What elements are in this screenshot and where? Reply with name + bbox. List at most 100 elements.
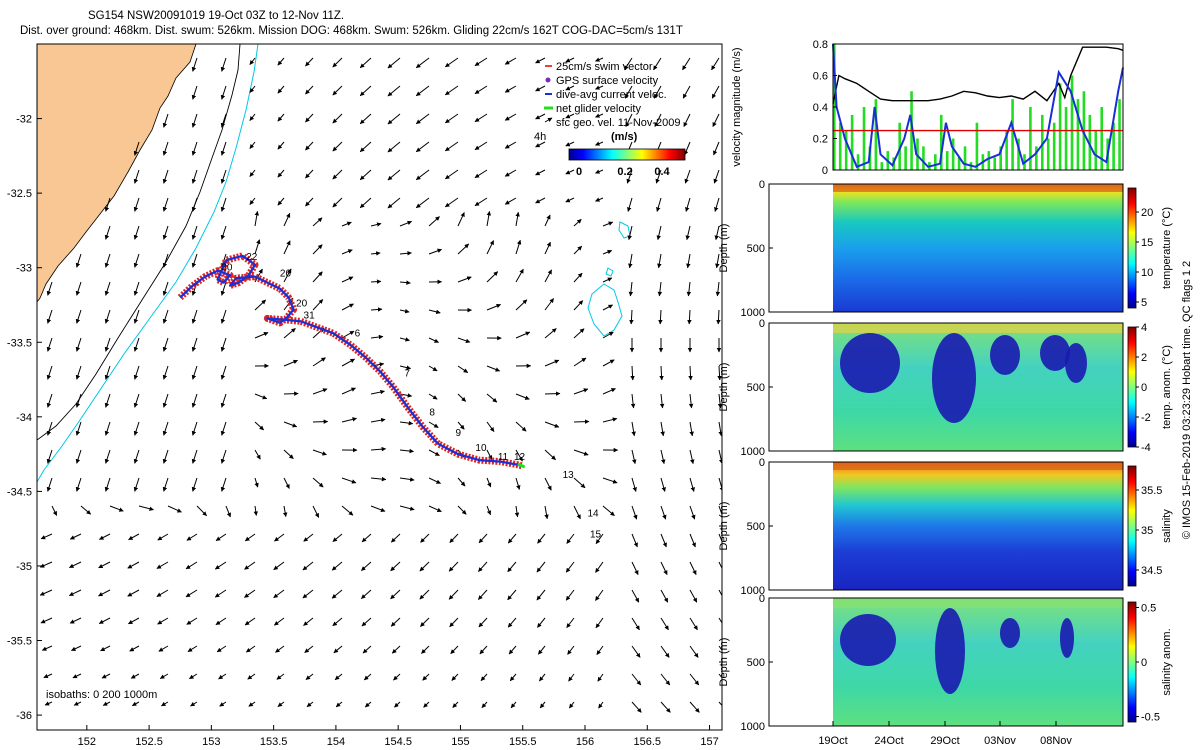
velocity-arrow — [191, 113, 198, 128]
velocity-arrow — [72, 673, 82, 679]
track-day-label: 30 — [221, 263, 233, 274]
velocity-arrow — [187, 645, 198, 653]
velocity-arrow — [712, 113, 720, 127]
velocity-arrow — [75, 421, 82, 436]
velocity-arrow — [186, 533, 198, 541]
velocity-arrow — [220, 477, 227, 492]
section-panel-salinity-anomaly: 0 500 1000 Depth (m) 0.5 0 -0.5 salinity anom. — [718, 593, 1173, 733]
velocity-green-bar — [1058, 83, 1062, 170]
velocity-arrow — [370, 307, 383, 312]
velocity-arrow — [341, 276, 354, 283]
velocity-arrow — [390, 617, 401, 627]
velocity-arrow — [544, 298, 555, 311]
velocity-arrow — [220, 365, 227, 380]
velocity-arrow — [133, 225, 140, 240]
velocity-arrow — [189, 673, 198, 680]
velocity-arrow — [711, 85, 720, 99]
map-x-tick-label: 156.5 — [634, 736, 662, 748]
section-ylabel: Depth (m) — [718, 638, 730, 687]
velocity-arrow — [245, 645, 256, 653]
section-x-tick-label: 08Nov — [1040, 735, 1072, 747]
velocity-arrow — [515, 211, 520, 227]
velocity-arrow — [254, 477, 259, 488]
velocity-arrow — [249, 113, 256, 121]
velocity-arrow — [535, 113, 546, 120]
velocity-arrow — [507, 617, 517, 628]
velocity-arrow — [283, 477, 290, 489]
section-ylabel: Depth (m) — [718, 502, 730, 551]
velocity-arrow — [133, 169, 140, 184]
velocity-arrow — [387, 85, 401, 97]
velocity-arrow — [370, 505, 386, 512]
velocity-arrow — [191, 57, 198, 72]
velocity-arrow — [718, 477, 722, 492]
colorbar-ramp — [568, 148, 686, 161]
velocity-arrow — [420, 617, 430, 627]
velocity-arrow — [312, 449, 327, 456]
velocity-arrow — [595, 617, 604, 629]
velocity-arrow — [515, 449, 523, 462]
velocity-green-bar — [1040, 114, 1044, 170]
velocity-green-bar — [922, 146, 925, 170]
velocity-y-tick-label: 0.6 — [813, 71, 828, 83]
velocity-arrow — [249, 197, 256, 205]
velocity-arrow — [595, 197, 604, 202]
velocity-arrow — [341, 330, 355, 339]
velocity-arrow — [359, 197, 372, 209]
section-colorbar-tick-label: 34.5 — [1141, 565, 1162, 577]
velocity-arrow — [220, 141, 227, 156]
velocity-arrow — [428, 421, 439, 428]
velocity-arrow — [717, 365, 722, 381]
section-colorbar — [1127, 187, 1137, 309]
velocity-arrow — [332, 169, 343, 180]
velocity-arrow — [399, 220, 413, 227]
velocity-arrow — [486, 271, 499, 283]
velocity-arrow — [538, 673, 546, 682]
section-colorbar — [1127, 326, 1137, 448]
velocity-arrow — [504, 57, 517, 65]
velocity-arrow — [544, 477, 552, 491]
isobath-1000m — [37, 44, 259, 483]
velocity-arrow — [162, 169, 169, 184]
velocity-arrow — [254, 393, 268, 400]
velocity-green-bar — [1094, 130, 1098, 170]
velocity-arrow — [515, 299, 528, 311]
velocity-arrow — [451, 673, 459, 681]
velocity-arrow — [684, 169, 691, 184]
velocity-arrow — [421, 645, 430, 654]
velocity-arrow — [474, 141, 488, 151]
velocity-arrow — [507, 561, 517, 573]
velocity-arrow — [689, 477, 695, 492]
velocity-arrow — [682, 85, 691, 99]
velocity-arrow — [457, 477, 466, 487]
legend-gps-velocity: GPS surface velocity — [556, 75, 659, 87]
velocity-arrow — [573, 245, 583, 255]
velocity-arrow — [273, 617, 285, 626]
velocity-arrow — [191, 141, 198, 156]
section-colorbar-tick-label: 15 — [1141, 237, 1153, 249]
legend-net-velocity: net glider velocity — [556, 103, 641, 115]
velocity-arrow — [415, 169, 430, 181]
velocity-arrow — [276, 673, 285, 680]
velocity-arrow — [595, 533, 604, 545]
velocity-arrow — [390, 589, 401, 600]
velocity-arrow — [544, 359, 560, 367]
velocity-green-bar — [1035, 146, 1038, 170]
velocity-arrow — [688, 365, 693, 381]
velocity-arrow — [399, 280, 411, 285]
section-colorbar-tick-label: -2 — [1141, 412, 1151, 424]
velocity-arrow — [104, 477, 111, 492]
velocity-green-bar — [1017, 138, 1020, 170]
velocity-arrow — [218, 673, 227, 680]
velocity-arrow — [626, 169, 633, 184]
track-day-label: 22 — [246, 252, 258, 263]
velocity-arrow — [158, 645, 169, 652]
velocity-arrow — [688, 393, 694, 409]
map-colorbar: 4h (m/s) 0 0.2 0.4 — [534, 131, 686, 178]
velocity-arrow — [602, 304, 614, 311]
velocity-arrow — [457, 337, 471, 343]
velocity-arrow — [535, 141, 546, 148]
velocity-arrow — [399, 448, 415, 454]
velocity-arrow — [474, 57, 488, 67]
velocity-arrow — [449, 533, 459, 543]
